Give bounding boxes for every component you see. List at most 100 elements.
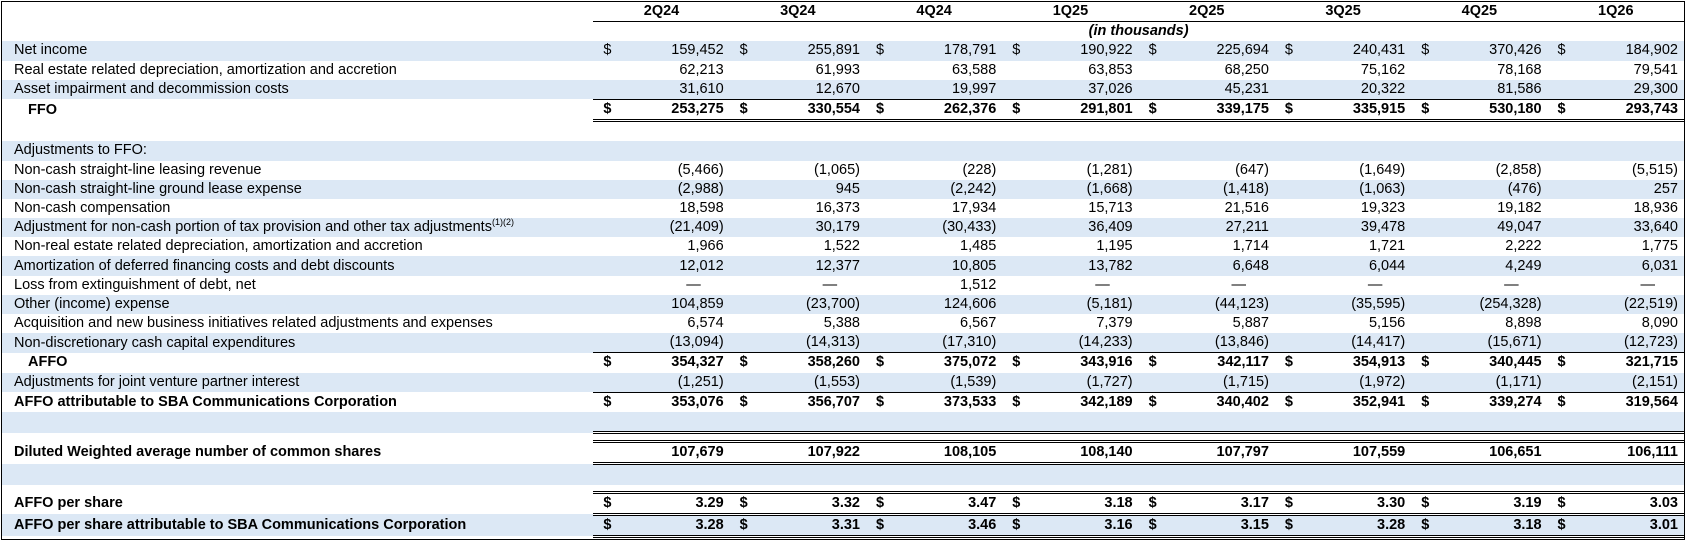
row-label-text: FFO xyxy=(28,101,57,118)
row-label-text: AFFO per share xyxy=(14,494,123,511)
value-cell xyxy=(1304,141,1412,161)
currency-cell xyxy=(1547,179,1578,199)
currency-symbol: $ xyxy=(1411,512,1442,538)
value-cell: 1,714 xyxy=(1232,238,1269,255)
spacer-cell xyxy=(593,485,623,493)
currency-cell xyxy=(1411,276,1441,295)
currency-cell xyxy=(1411,440,1442,466)
currency-cell xyxy=(730,314,760,333)
row-label-text: AFFO per share attributable to SBA Commu… xyxy=(14,516,467,533)
currency-symbol: $ xyxy=(1002,490,1033,515)
spacer-cell xyxy=(1547,411,1578,435)
row-label: Non-real estate related depreciation, am… xyxy=(2,237,593,256)
currency-cell xyxy=(593,218,624,238)
row-label: Net income xyxy=(2,41,594,61)
value-cell xyxy=(1032,141,1139,161)
spacer-cell xyxy=(1275,121,1305,142)
spacer-cell xyxy=(1304,463,1412,485)
currency-symbol: $ xyxy=(1547,352,1578,373)
row-label: Other (income) expense xyxy=(2,294,594,314)
currency-cell xyxy=(1002,237,1032,256)
currency-cell xyxy=(1275,314,1305,333)
value-cell: 7,379 xyxy=(1096,315,1133,332)
currency-cell xyxy=(1138,440,1169,466)
currency-cell xyxy=(1547,256,1578,276)
value-cell: 63,853 xyxy=(1088,61,1133,78)
spacer-cell xyxy=(1002,433,1032,442)
value-cell: 104,859 xyxy=(623,294,730,314)
value-cell: 353,076 xyxy=(623,391,730,412)
value-cell: 6,567 xyxy=(960,315,997,332)
row-label: Non-discretionary cash capital expenditu… xyxy=(2,333,594,353)
currency-cell xyxy=(1275,276,1305,295)
value-cell: (2,151) xyxy=(1577,372,1684,393)
value-cell: 3.31 xyxy=(759,512,866,538)
value-cell: 107,922 xyxy=(759,440,866,466)
value-cell: 342,189 xyxy=(1032,391,1139,412)
value-cell: (13,094) xyxy=(623,333,730,353)
value-cell: 13,782 xyxy=(1032,256,1139,276)
spacer-row xyxy=(2,463,1684,485)
currency-symbol: $ xyxy=(729,490,760,515)
value-cell: — xyxy=(1504,276,1519,293)
currency-cell xyxy=(1139,314,1169,333)
value-cell: (254,328) xyxy=(1441,294,1548,314)
row-jv-adj: Adjustments for joint venture partner in… xyxy=(2,372,1684,393)
currency-cell xyxy=(1274,294,1305,314)
spacer-cell xyxy=(1411,411,1442,435)
spacer-cell xyxy=(1304,411,1412,435)
value-cell: 255,891 xyxy=(759,41,866,61)
value-cell: 1,966 xyxy=(687,238,724,255)
spacer-cell xyxy=(1168,411,1275,435)
currency-symbol: $ xyxy=(865,352,897,373)
currency-symbol: $ xyxy=(865,490,897,515)
value-cell: — xyxy=(1095,276,1110,293)
value-cell xyxy=(1441,141,1548,161)
row-label-text: Other (income) expense xyxy=(14,295,170,312)
value-cell: (1,065) xyxy=(814,161,860,178)
value-cell: 45,231 xyxy=(1168,79,1275,100)
currency-symbol: $ xyxy=(729,41,760,61)
value-cell: 1,485 xyxy=(960,238,997,255)
currency-cell xyxy=(1139,199,1169,218)
value-cell: 354,327 xyxy=(623,352,730,373)
spacer-cell xyxy=(729,411,760,435)
value-cell: 3.29 xyxy=(623,490,730,515)
row-label-text: Diluted Weighted average number of commo… xyxy=(14,444,382,461)
spacer-cell xyxy=(730,121,760,142)
spacer-cell xyxy=(1441,121,1547,142)
value-cell: 12,377 xyxy=(759,256,866,276)
value-cell: 19,323 xyxy=(1360,199,1406,216)
spacer-cell xyxy=(1002,463,1033,485)
spacer-cell xyxy=(1169,485,1275,493)
value-cell: 343,916 xyxy=(1032,352,1139,373)
row-re-depr: Real estate related depreciation, amorti… xyxy=(2,61,1684,80)
value-cell: 19,182 xyxy=(1497,199,1542,216)
spacer-cell xyxy=(1578,121,1684,142)
value-cell: 352,941 xyxy=(1304,391,1412,412)
value-cell: 106,111 xyxy=(1577,440,1684,466)
currency-symbol: $ xyxy=(1138,391,1169,412)
value-cell: 30,179 xyxy=(759,218,866,238)
currency-cell xyxy=(729,218,760,238)
value-cell: (5,466) xyxy=(677,161,724,178)
value-cell: (1,715) xyxy=(1168,372,1275,393)
value-cell xyxy=(1577,141,1684,161)
row-label-text: Adjustment for non-cash portion of tax p… xyxy=(14,219,492,236)
value-cell: 8,090 xyxy=(1641,315,1678,332)
currency-cell xyxy=(1275,199,1305,218)
value-cell: (1,539) xyxy=(896,372,1003,393)
value-cell: 17,934 xyxy=(951,199,997,216)
currency-cell xyxy=(1275,61,1305,80)
value-cell: 15,713 xyxy=(1088,199,1133,216)
spacer-cell xyxy=(1441,463,1548,485)
value-cell: (35,595) xyxy=(1304,294,1412,314)
spacer-cell xyxy=(623,121,729,142)
spacer-cell xyxy=(1441,433,1547,442)
currency-symbol: $ xyxy=(1138,512,1169,538)
value-cell: 78,168 xyxy=(1497,61,1542,78)
spacer-cell xyxy=(1578,485,1684,493)
spacer-cell xyxy=(1002,121,1032,142)
row-sl-leasing: Non-cash straight-line leasing revenue (5… xyxy=(2,161,1684,180)
